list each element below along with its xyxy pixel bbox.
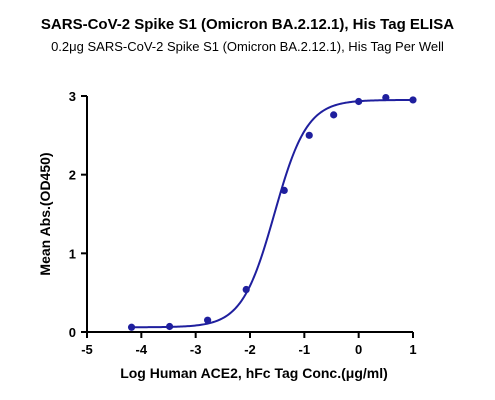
y-axis-title: Mean Abs.(OD450): [37, 152, 53, 275]
data-point: [305, 131, 313, 139]
x-tick-label: 1: [409, 342, 416, 357]
chart-title: SARS-CoV-2 Spike S1 (Omicron BA.2.12.1),…: [40, 16, 455, 33]
y-tick-label: 3: [69, 89, 76, 104]
data-point: [127, 323, 136, 331]
chart-subtitle: 0.2μg SARS-CoV-2 Spike S1 (Omicron BA.2.…: [51, 39, 444, 54]
data-point: [204, 316, 212, 324]
y-tick-label: 0: [69, 325, 76, 340]
x-tick-label: -3: [190, 342, 202, 357]
x-tick-label: -2: [244, 342, 256, 357]
y-tick-label: 2: [69, 168, 76, 183]
chart-axes: [81, 95, 414, 338]
fit-curve-layer: [131, 98, 413, 329]
data-point: [409, 96, 417, 104]
axis-labels-layer: -5 -4 -3 -2 -1 0 1 0 1 2 3 Log Human ACE2, hFc Tag …: [37, 89, 417, 381]
x-axis-title: Log Human ACE2, hFc Tag Conc.(μg/ml): [120, 365, 388, 381]
data-point: [242, 285, 250, 294]
data-point: [382, 93, 390, 102]
x-tick-label: -1: [299, 342, 311, 357]
data-point: [165, 322, 174, 331]
x-tick-label: -4: [136, 342, 148, 357]
data-point: [280, 186, 288, 194]
x-tick-label: -5: [81, 342, 93, 357]
y-tick-label: 1: [69, 246, 76, 261]
x-tick-label: 0: [355, 342, 362, 357]
data-point: [355, 97, 363, 106]
data-point: [330, 111, 338, 119]
data-points-layer: [127, 93, 417, 331]
fit-curve: [131, 98, 413, 329]
